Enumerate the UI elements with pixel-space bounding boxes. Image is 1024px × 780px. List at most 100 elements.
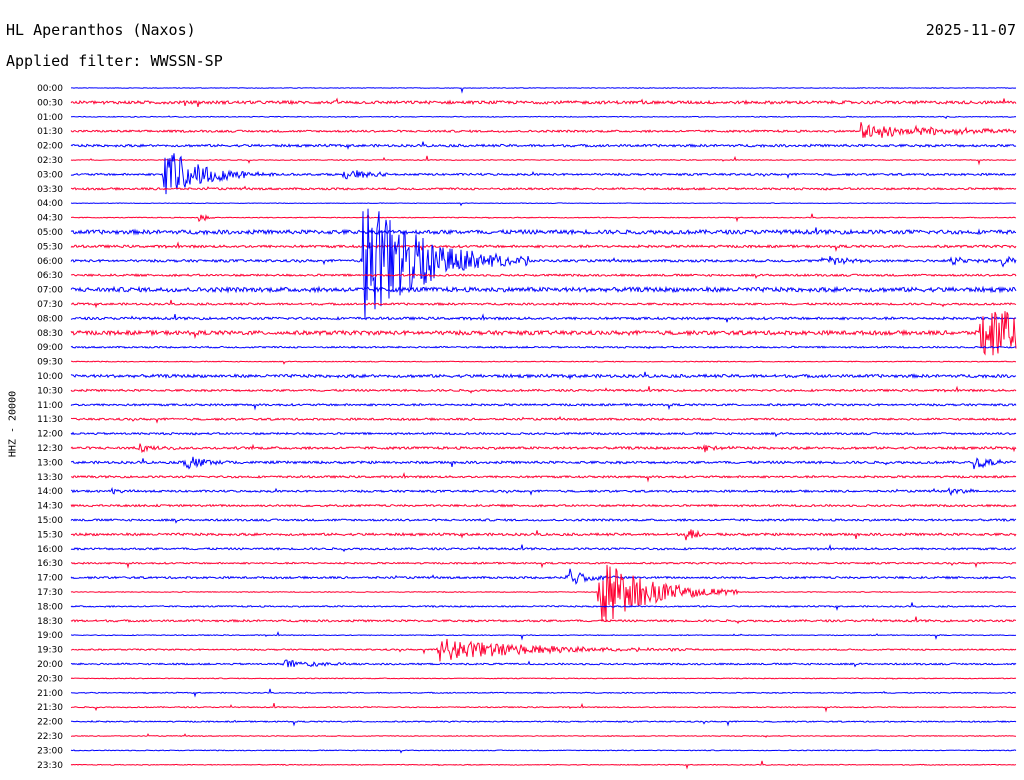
trace-0500 xyxy=(70,227,1017,236)
time-tick-label: 06:00 xyxy=(37,257,63,267)
trace-1830 xyxy=(70,616,1017,625)
trace-1330 xyxy=(70,471,1017,483)
time-tick-label: 04:30 xyxy=(37,214,63,224)
time-tick-group: 00:00 00:30 01:00 01:30 02:00 02:30 03:00 03:30… xyxy=(37,84,63,771)
date-label: 2025-11-07 xyxy=(925,21,1016,39)
time-tick-label: 18:00 xyxy=(37,602,63,612)
trace-1130 xyxy=(70,415,1017,424)
time-tick-label: 07:30 xyxy=(37,300,63,310)
time-tick-label: 14:30 xyxy=(37,502,63,512)
time-tick-label: 02:00 xyxy=(37,142,63,152)
time-tick-label: 02:30 xyxy=(37,156,63,166)
time-tick-label: 08:30 xyxy=(37,329,63,339)
trace-1700 xyxy=(70,568,1017,585)
time-tick-label: 21:30 xyxy=(37,703,63,713)
trace-0430 xyxy=(71,213,1017,223)
time-tick-label: 23:00 xyxy=(37,746,63,756)
time-tick-label: 17:30 xyxy=(37,588,63,598)
time-tick-label: 15:00 xyxy=(37,516,63,526)
trace-1200 xyxy=(70,431,1017,438)
trace-0000 xyxy=(71,87,1017,94)
trace-1230 xyxy=(70,443,1017,454)
trace-0400 xyxy=(70,202,1017,207)
time-tick-label: 12:00 xyxy=(37,430,63,440)
time-tick-label: 06:30 xyxy=(37,271,63,281)
trace-1630 xyxy=(70,561,1017,569)
trace-0230 xyxy=(70,155,1017,166)
time-tick-label: 18:30 xyxy=(37,617,63,627)
time-tick-label: 09:30 xyxy=(37,358,63,368)
time-tick-label: 11:30 xyxy=(37,415,63,425)
trace-2300 xyxy=(70,749,1017,754)
time-tick-label: 19:00 xyxy=(37,631,63,641)
trace-1300 xyxy=(71,456,1017,470)
time-tick-label: 20:00 xyxy=(37,660,63,670)
time-tick-label: 16:30 xyxy=(37,559,63,569)
trace-0830 xyxy=(70,311,1017,356)
trace-1100 xyxy=(70,402,1017,411)
trace-0930 xyxy=(71,360,1016,365)
trace-0130 xyxy=(70,122,1017,138)
trace-group xyxy=(70,87,1017,770)
trace-1030 xyxy=(70,385,1017,394)
trace-1530 xyxy=(70,529,1017,541)
trace-1400 xyxy=(70,487,1017,497)
trace-1930 xyxy=(70,638,1017,662)
time-tick-label: 12:30 xyxy=(37,444,63,454)
time-tick-label: 10:00 xyxy=(37,372,63,382)
trace-0600 xyxy=(70,208,1017,319)
time-tick-label: 05:30 xyxy=(37,242,63,252)
time-tick-label: 13:00 xyxy=(37,458,63,468)
time-tick-label: 15:30 xyxy=(37,530,63,540)
time-tick-label: 17:00 xyxy=(37,574,63,584)
trace-1900 xyxy=(70,631,1017,641)
trace-0330 xyxy=(70,185,1017,191)
time-tick-label: 23:30 xyxy=(37,761,63,771)
time-tick-label: 22:30 xyxy=(37,732,63,742)
trace-1800 xyxy=(70,602,1017,611)
trace-0100 xyxy=(71,115,1017,120)
time-tick-label: 10:30 xyxy=(37,386,63,396)
trace-2030 xyxy=(70,677,1017,680)
time-tick-label: 07:00 xyxy=(37,286,63,296)
time-tick-label: 03:30 xyxy=(37,185,63,195)
time-tick-label: 00:30 xyxy=(37,98,63,108)
time-tick-label: 01:30 xyxy=(37,127,63,137)
time-tick-label: 04:00 xyxy=(37,199,63,209)
trace-0900 xyxy=(70,345,1017,350)
trace-2000 xyxy=(70,659,1017,668)
time-tick-label: 09:00 xyxy=(37,343,63,353)
trace-2100 xyxy=(70,688,1017,698)
trace-1430 xyxy=(70,503,1017,508)
trace-0300 xyxy=(70,153,1017,195)
trace-1500 xyxy=(70,518,1017,524)
time-tick-label: 13:30 xyxy=(37,473,63,483)
time-tick-label: 19:30 xyxy=(37,646,63,656)
trace-2200 xyxy=(71,719,1017,727)
time-tick-label: 14:00 xyxy=(37,487,63,497)
time-tick-label: 00:00 xyxy=(37,84,63,94)
time-tick-label: 03:00 xyxy=(37,170,63,180)
trace-0530 xyxy=(70,241,1017,253)
trace-0730 xyxy=(70,299,1017,309)
time-tick-label: 11:00 xyxy=(37,401,63,411)
trace-2230 xyxy=(71,733,1017,738)
trace-2330 xyxy=(70,760,1017,770)
time-tick-label: 01:00 xyxy=(37,113,63,123)
trace-2130 xyxy=(70,702,1017,713)
time-tick-label: 16:00 xyxy=(37,545,63,555)
trace-1600 xyxy=(70,543,1017,553)
time-tick-label: 21:00 xyxy=(37,689,63,699)
station-title: HL Aperanthos (Naxos) xyxy=(6,21,196,39)
trace-0630 xyxy=(70,273,1017,279)
trace-0030 xyxy=(70,97,1017,108)
time-tick-label: 08:00 xyxy=(37,314,63,324)
time-tick-label: 05:00 xyxy=(37,228,63,238)
trace-0800 xyxy=(70,313,1017,323)
time-tick-label: 22:00 xyxy=(37,718,63,728)
trace-0700 xyxy=(70,285,1017,294)
trace-1730 xyxy=(70,564,1016,621)
time-tick-label: 20:30 xyxy=(37,674,63,684)
filter-label: Applied filter: WWSSN-SP xyxy=(6,52,223,70)
